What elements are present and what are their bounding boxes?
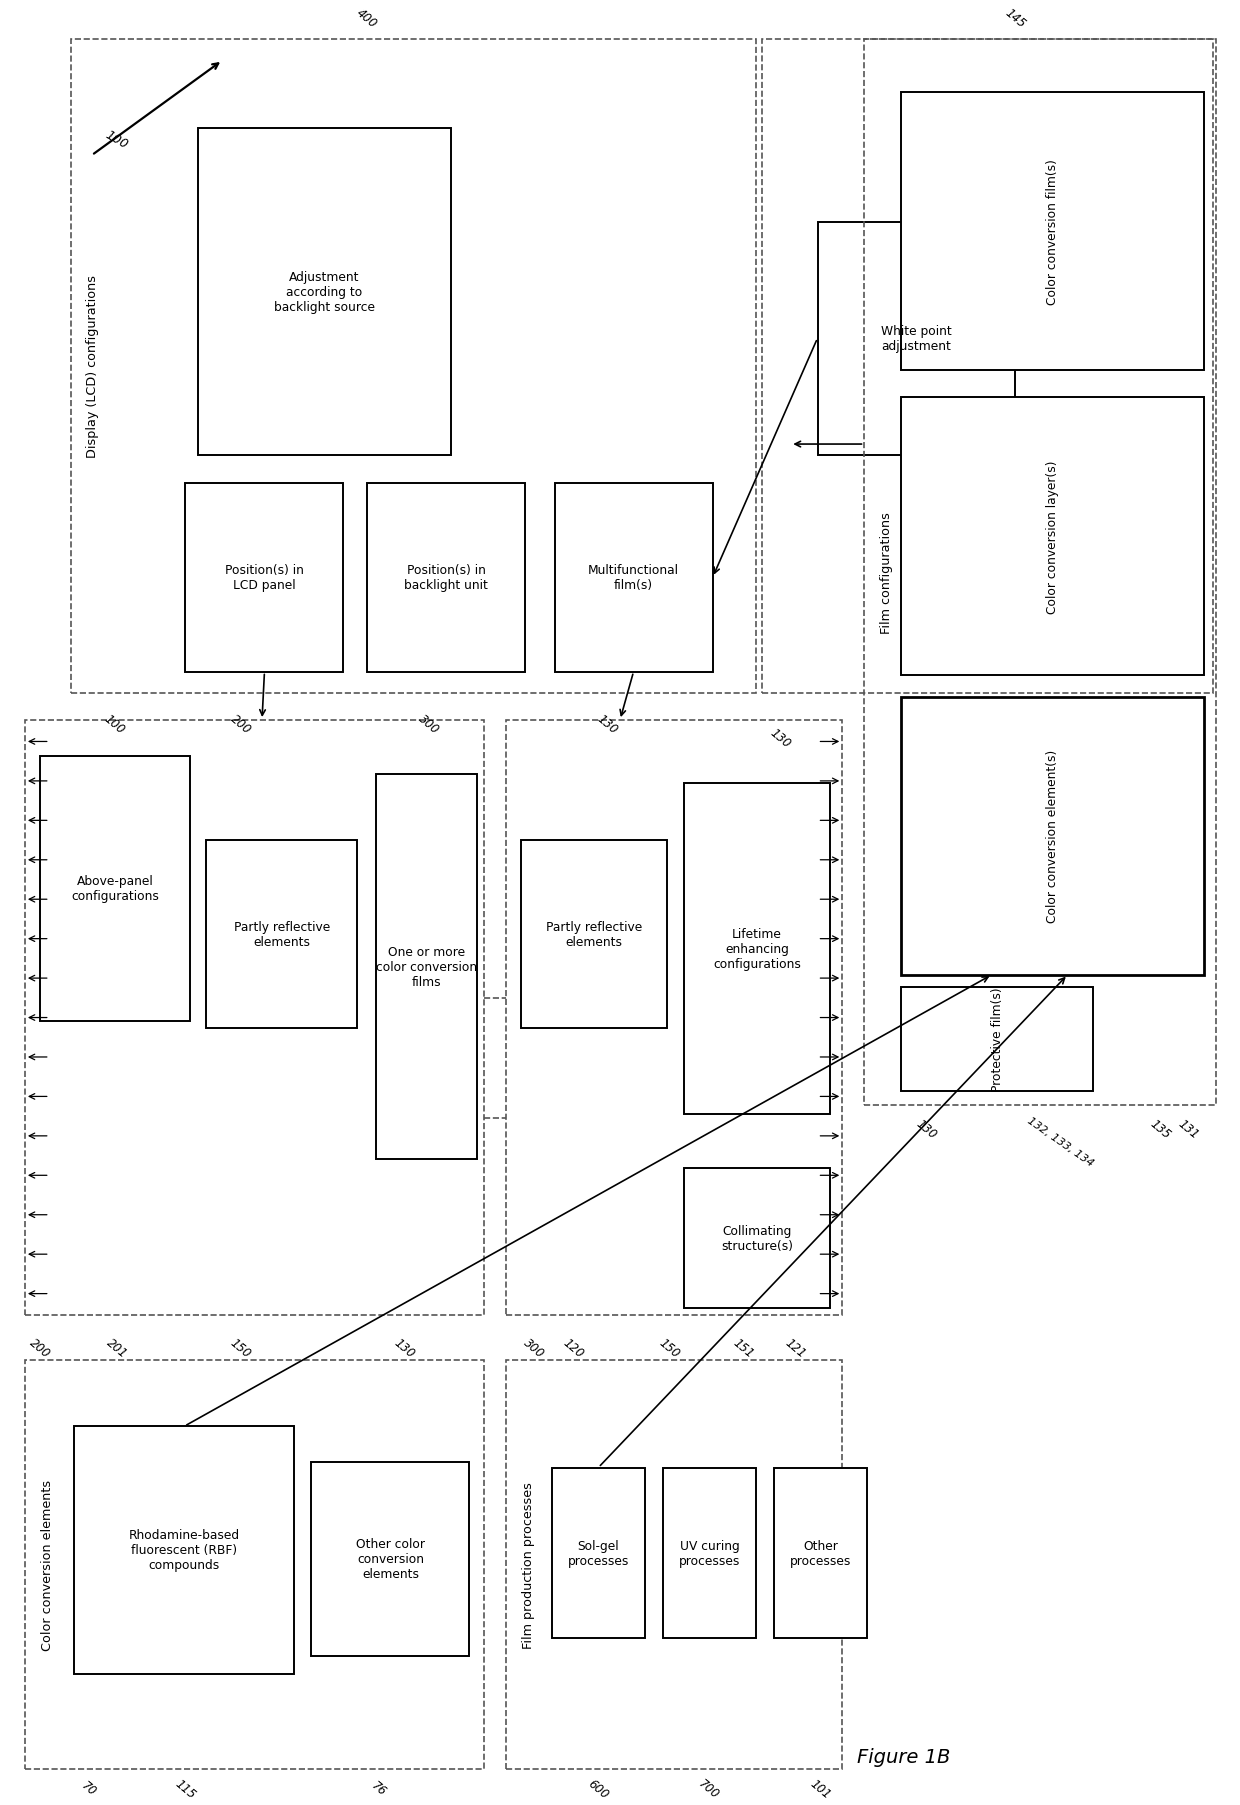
Text: 135: 135 <box>1148 1117 1173 1141</box>
FancyBboxPatch shape <box>901 987 1092 1092</box>
FancyBboxPatch shape <box>198 130 451 455</box>
Text: Film production processes: Film production processes <box>522 1482 536 1648</box>
FancyBboxPatch shape <box>376 774 477 1159</box>
Text: Color conversion element(s): Color conversion element(s) <box>1047 749 1059 922</box>
Text: Partly reflective
elements: Partly reflective elements <box>546 921 642 949</box>
Text: 145: 145 <box>1002 5 1028 31</box>
Text: 130: 130 <box>391 1336 417 1359</box>
Text: Above-panel
configurations: Above-panel configurations <box>71 875 159 902</box>
Text: Rhodamine-based
fluorescent (RBF)
compounds: Rhodamine-based fluorescent (RBF) compou… <box>129 1529 239 1572</box>
FancyBboxPatch shape <box>74 1426 294 1673</box>
Text: Film configurations: Film configurations <box>880 513 893 634</box>
FancyBboxPatch shape <box>40 756 191 1022</box>
Text: 70: 70 <box>79 1778 99 1798</box>
Text: 130: 130 <box>914 1117 939 1141</box>
FancyBboxPatch shape <box>901 697 1204 975</box>
Text: UV curing
processes: UV curing processes <box>678 1540 740 1567</box>
FancyBboxPatch shape <box>552 1467 645 1637</box>
Text: Color conversion layer(s): Color conversion layer(s) <box>1047 460 1059 614</box>
Text: Other
processes: Other processes <box>790 1540 852 1567</box>
Text: 131: 131 <box>1176 1117 1200 1141</box>
Text: Sol-gel
processes: Sol-gel processes <box>568 1540 629 1567</box>
FancyBboxPatch shape <box>901 399 1204 675</box>
Text: One or more
color conversion
films: One or more color conversion films <box>376 946 476 989</box>
Text: Position(s) in
backlight unit: Position(s) in backlight unit <box>404 565 487 592</box>
Text: 200: 200 <box>228 711 254 736</box>
Text: Other color
conversion
elements: Other color conversion elements <box>356 1538 425 1581</box>
Text: 151: 151 <box>730 1336 756 1359</box>
FancyBboxPatch shape <box>817 222 1016 455</box>
Text: 115: 115 <box>172 1776 198 1801</box>
Text: 150: 150 <box>657 1336 682 1359</box>
Text: 600: 600 <box>585 1776 610 1801</box>
Text: 130: 130 <box>768 726 794 751</box>
Text: Protective film(s): Protective film(s) <box>991 987 1003 1092</box>
FancyBboxPatch shape <box>901 94 1204 372</box>
FancyBboxPatch shape <box>774 1467 867 1637</box>
FancyBboxPatch shape <box>207 841 357 1029</box>
FancyBboxPatch shape <box>663 1467 756 1637</box>
Text: 150: 150 <box>227 1336 253 1359</box>
Text: 100: 100 <box>103 128 130 152</box>
Text: 132, 133, 134: 132, 133, 134 <box>1025 1115 1096 1168</box>
Text: 300: 300 <box>415 711 441 736</box>
FancyBboxPatch shape <box>554 484 713 671</box>
Text: 120: 120 <box>560 1336 585 1359</box>
Text: 100: 100 <box>102 711 126 736</box>
Text: 200: 200 <box>27 1336 52 1359</box>
FancyBboxPatch shape <box>521 841 667 1029</box>
Text: Display (LCD) configurations: Display (LCD) configurations <box>87 274 99 458</box>
FancyBboxPatch shape <box>684 783 830 1115</box>
Text: Partly reflective
elements: Partly reflective elements <box>233 921 330 949</box>
Text: Color conversion elements: Color conversion elements <box>41 1478 53 1650</box>
FancyBboxPatch shape <box>684 1168 830 1309</box>
FancyBboxPatch shape <box>311 1462 470 1655</box>
Text: Figure 1B: Figure 1B <box>857 1747 951 1765</box>
Text: Collimating
structure(s): Collimating structure(s) <box>720 1224 794 1253</box>
FancyBboxPatch shape <box>186 484 343 671</box>
Text: Adjustment
according to
backlight source: Adjustment according to backlight source <box>274 271 374 314</box>
Text: White point
adjustment: White point adjustment <box>880 325 951 354</box>
FancyBboxPatch shape <box>367 484 525 671</box>
Text: Multifunctional
film(s): Multifunctional film(s) <box>588 565 680 592</box>
Text: 76: 76 <box>370 1778 389 1798</box>
Text: Lifetime
enhancing
configurations: Lifetime enhancing configurations <box>713 928 801 971</box>
Text: 130: 130 <box>595 711 620 736</box>
Text: 201: 201 <box>104 1336 129 1359</box>
Text: 300: 300 <box>521 1336 547 1359</box>
Text: Color conversion film(s): Color conversion film(s) <box>1047 159 1059 305</box>
Text: Position(s) in
LCD panel: Position(s) in LCD panel <box>224 565 304 592</box>
Text: 700: 700 <box>696 1776 722 1801</box>
Text: 400: 400 <box>355 5 379 31</box>
Text: 101: 101 <box>807 1776 833 1801</box>
Text: 121: 121 <box>782 1336 808 1359</box>
